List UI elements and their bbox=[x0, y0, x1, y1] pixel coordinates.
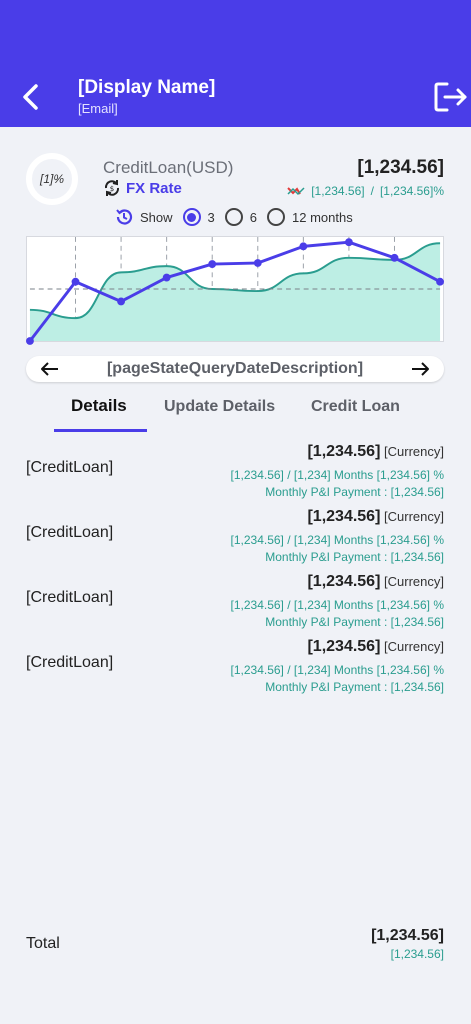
item-label: [CreditLoan] bbox=[26, 589, 114, 606]
item-payment: Monthly P&I Payment : [1,234.56] bbox=[265, 550, 444, 564]
tab-credit-loan[interactable]: Credit Loan bbox=[311, 398, 400, 415]
tab-bar: Details Update Details Credit Loan bbox=[0, 392, 471, 432]
item-currency: [Currency] bbox=[384, 574, 444, 589]
balance-sub-separator: / bbox=[370, 184, 374, 198]
item-amount-value: [1,234.56] bbox=[307, 638, 381, 655]
total-label: Total bbox=[26, 935, 60, 952]
show-label: Show bbox=[140, 209, 173, 225]
item-terms: [1,234.56] / [1,234] Months [1,234.56] % bbox=[230, 598, 444, 612]
item-label: [CreditLoan] bbox=[26, 459, 114, 476]
progress-percent: [1]% bbox=[39, 172, 64, 186]
range-radio-12[interactable] bbox=[267, 208, 285, 226]
item-amount-value: [1,234.56] bbox=[307, 573, 381, 590]
chart-point bbox=[344, 238, 353, 247]
tab-update-details[interactable]: Update Details bbox=[164, 398, 276, 415]
arrow-right-icon[interactable] bbox=[410, 361, 430, 377]
sync-icon: $ bbox=[104, 180, 120, 196]
logout-button[interactable] bbox=[433, 80, 469, 114]
item-amount-value: [1,234.56] bbox=[307, 443, 381, 460]
item-amount: [1,234.56] [Currency] bbox=[307, 638, 444, 656]
chart-point bbox=[390, 253, 399, 262]
range-option-3: 3 bbox=[207, 209, 215, 225]
list-item[interactable]: [CreditLoan] [1,234.56] [Currency] [1,23… bbox=[0, 443, 471, 503]
chart-point bbox=[71, 277, 80, 286]
arrow-left-icon[interactable] bbox=[40, 361, 60, 377]
chart-point bbox=[117, 297, 126, 306]
item-currency: [Currency] bbox=[384, 639, 444, 654]
balance-sub-right: [1,234.56]% bbox=[379, 184, 444, 198]
balance-sub-left: [1,234.56] bbox=[311, 184, 365, 198]
chart-point bbox=[26, 337, 34, 345]
progress-ring: [1]% bbox=[26, 153, 78, 205]
tab-details[interactable]: Details bbox=[71, 396, 127, 415]
fx-rate-button[interactable]: $ FX Rate bbox=[103, 179, 182, 197]
item-amount: [1,234.56] [Currency] bbox=[307, 508, 444, 526]
chart-point bbox=[253, 259, 262, 267]
chart-area-series-2 bbox=[29, 243, 441, 341]
range-radio-3[interactable] bbox=[182, 208, 201, 226]
date-description: [pageStateQueryDateDescription] bbox=[106, 360, 364, 377]
loan-title: CreditLoan(USD) bbox=[103, 158, 234, 177]
item-amount-value: [1,234.56] bbox=[307, 508, 381, 525]
display-name: [Display Name] bbox=[78, 77, 216, 98]
user-email: [Email] bbox=[78, 101, 118, 116]
item-terms: [1,234.56] / [1,234] Months [1,234.56] % bbox=[230, 533, 444, 547]
range-radio-6[interactable] bbox=[224, 208, 243, 226]
item-payment: Monthly P&I Payment : [1,234.56] bbox=[265, 615, 444, 629]
total-sub-amount: [1,234.56] bbox=[390, 947, 444, 961]
trend-mixed-icon bbox=[287, 187, 305, 196]
item-amount: [1,234.56] [Currency] bbox=[307, 573, 444, 591]
chart-line-series-1 bbox=[28, 240, 441, 342]
list-item[interactable]: [CreditLoan] [1,234.56] [Currency] [1,23… bbox=[0, 638, 471, 698]
back-button[interactable] bbox=[18, 82, 44, 112]
history-icon bbox=[116, 209, 133, 225]
item-payment: Monthly P&I Payment : [1,234.56] bbox=[265, 680, 444, 694]
range-option-12: 12 months bbox=[292, 209, 353, 225]
list-item[interactable]: [CreditLoan] [1,234.56] [Currency] [1,23… bbox=[0, 508, 471, 568]
list-item[interactable]: [CreditLoan] [1,234.56] [Currency] [1,23… bbox=[0, 573, 471, 633]
trend-chart bbox=[26, 236, 444, 345]
chart-point bbox=[162, 273, 171, 282]
item-payment: Monthly P&I Payment : [1,234.56] bbox=[265, 485, 444, 499]
range-selector: Show 3 6 12 months bbox=[114, 207, 353, 227]
item-terms: [1,234.56] / [1,234] Months [1,234.56] % bbox=[230, 468, 444, 482]
chart-point bbox=[208, 260, 217, 268]
item-currency: [Currency] bbox=[384, 509, 444, 524]
item-amount: [1,234.56] [Currency] bbox=[307, 443, 444, 461]
item-label: [CreditLoan] bbox=[26, 654, 114, 671]
active-tab-indicator bbox=[54, 429, 147, 432]
chart-point bbox=[436, 277, 444, 286]
fx-rate-label: FX Rate bbox=[126, 179, 182, 197]
total-amount: [1,234.56] bbox=[371, 927, 444, 944]
logout-icon bbox=[434, 82, 467, 112]
svg-text:$: $ bbox=[110, 185, 114, 193]
total-balance: [1,234.56] bbox=[357, 157, 444, 178]
chart-line-series-2 bbox=[29, 242, 441, 320]
item-currency: [Currency] bbox=[384, 444, 444, 459]
range-option-6: 6 bbox=[249, 209, 257, 225]
chart-point bbox=[299, 242, 308, 251]
item-label: [CreditLoan] bbox=[26, 524, 114, 541]
chevron-left-icon bbox=[23, 84, 38, 110]
balance-details: [1,234.56] / [1,234.56]% bbox=[287, 184, 444, 198]
app-header: [Display Name] [Email] bbox=[0, 0, 471, 127]
item-terms: [1,234.56] / [1,234] Months [1,234.56] % bbox=[230, 663, 444, 677]
date-pager: [pageStateQueryDateDescription] bbox=[26, 356, 444, 382]
